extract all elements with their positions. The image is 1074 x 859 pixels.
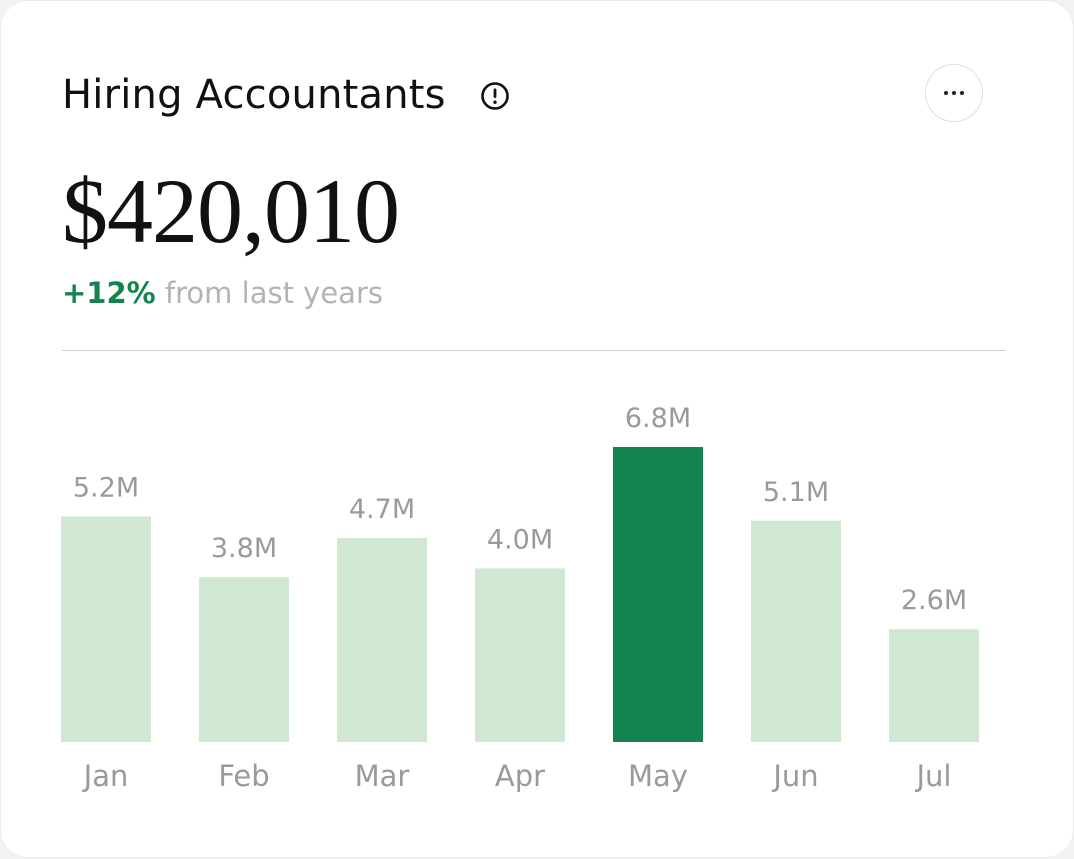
card-title: Hiring Accountants (62, 72, 446, 118)
bar-jul[interactable] (889, 629, 979, 742)
more-options-button[interactable] (925, 64, 983, 122)
change-value: +12% (62, 276, 156, 310)
bar-jan[interactable] (61, 516, 151, 742)
value-label-apr: 4.0M (487, 524, 553, 555)
bar-may[interactable] (613, 447, 703, 742)
value-label-jan: 5.2M (73, 472, 139, 503)
value-label-feb: 3.8M (211, 533, 277, 564)
value-label-jul: 2.6M (901, 585, 967, 616)
change-indicator: +12% from last years (62, 275, 383, 311)
category-label-mar: Mar (355, 759, 410, 793)
bar-mar[interactable] (337, 538, 427, 742)
category-label-jan: Jan (82, 759, 129, 793)
bar-feb[interactable] (199, 577, 289, 742)
change-text: from last years (164, 276, 383, 310)
total-amount: $420,010 (62, 160, 400, 262)
bar-jun[interactable] (751, 520, 841, 742)
category-label-feb: Feb (218, 759, 269, 793)
category-label-apr: Apr (495, 759, 545, 793)
category-label-may: May (628, 759, 688, 793)
info-circle-icon[interactable] (480, 81, 510, 111)
category-label-jun: Jun (771, 759, 818, 793)
divider (62, 350, 1006, 351)
bar-apr[interactable] (475, 568, 565, 742)
category-label-jul: Jul (915, 759, 952, 793)
value-label-may: 6.8M (625, 403, 691, 434)
value-label-mar: 4.7M (349, 494, 415, 525)
more-horizontal-icon (944, 91, 964, 95)
value-label-jun: 5.1M (763, 477, 829, 508)
